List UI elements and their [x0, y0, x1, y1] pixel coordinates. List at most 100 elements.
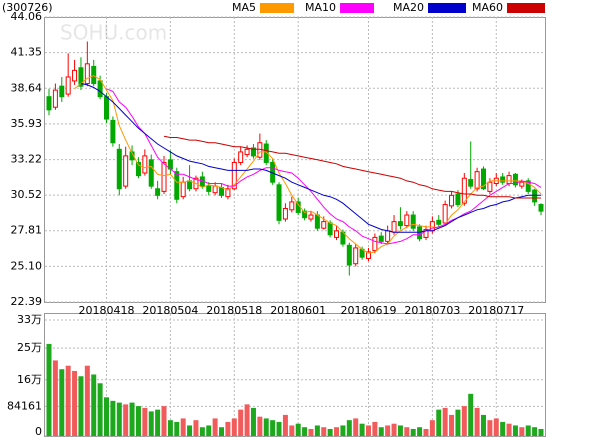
volume-bar — [429, 420, 435, 436]
volume-bar — [378, 427, 384, 436]
candle-body — [225, 188, 231, 198]
candle-body — [378, 235, 384, 242]
candle-body — [110, 119, 116, 144]
volume-bar — [334, 427, 340, 436]
volume-bar — [155, 409, 161, 436]
candle-body — [155, 188, 161, 196]
volume-bar — [174, 421, 180, 436]
volume-bar — [359, 423, 365, 436]
x-tick-label: 20180518 — [206, 304, 262, 317]
candle-body — [174, 171, 180, 200]
volume-bar — [142, 407, 148, 436]
volume-bar — [161, 406, 167, 436]
x-tick-label: 20180703 — [404, 304, 460, 317]
y-tick-label: 35.93 — [11, 117, 43, 130]
y-tick-label: 30.52 — [11, 188, 43, 201]
candle-body — [238, 151, 244, 163]
candle-body — [538, 204, 544, 212]
volume-bar — [519, 427, 525, 436]
volume-bar — [500, 421, 506, 436]
volume-bar — [78, 376, 84, 436]
volume-bar — [187, 425, 193, 436]
candle-body — [334, 230, 340, 238]
volume-bar — [59, 369, 65, 436]
volume-bar — [493, 418, 499, 436]
candle-body — [365, 251, 371, 259]
candle-body — [123, 155, 129, 187]
candle-body — [410, 214, 416, 229]
candle-body — [327, 222, 333, 236]
volume-bar — [257, 416, 263, 436]
volume-bar — [129, 402, 135, 436]
candle-body — [78, 67, 84, 87]
y-tick-label: 25.10 — [11, 259, 43, 272]
volume-bar — [91, 374, 97, 436]
x-tick-label: 20180619 — [340, 304, 396, 317]
volume-bar — [474, 407, 480, 436]
volume-bar — [321, 427, 327, 436]
x-tick-label: 20180418 — [79, 304, 135, 317]
x-tick-label: 20180504 — [142, 304, 198, 317]
candle-body — [212, 185, 218, 194]
watermark: SOHU.com — [60, 21, 167, 45]
volume-bar — [180, 418, 186, 436]
candle-body — [46, 96, 52, 111]
candle-body — [506, 175, 512, 185]
volume-bar — [282, 414, 288, 436]
volume-bar — [289, 425, 295, 436]
volume-bar — [506, 423, 512, 436]
candle-body — [250, 147, 256, 157]
x-tick-label: 20180717 — [468, 304, 524, 317]
volume-bar — [417, 427, 423, 436]
volume-bar — [385, 425, 391, 436]
candle-body — [244, 148, 250, 156]
volume-bar — [270, 420, 276, 436]
candle-body — [417, 226, 423, 240]
candle-body — [397, 221, 403, 227]
volume-bar — [397, 425, 403, 436]
candle-body — [532, 189, 538, 203]
volume-bar — [302, 427, 308, 436]
volume-bar — [148, 411, 154, 436]
volume-bar — [436, 409, 442, 436]
y-tick-label: 22.39 — [11, 295, 43, 308]
y-tick-label: 41.35 — [11, 46, 43, 59]
volume-bar — [487, 420, 493, 436]
volume-bar — [442, 407, 448, 436]
volume-bar — [123, 404, 129, 436]
volume-bar — [410, 428, 416, 436]
candle-body — [423, 229, 429, 238]
volume-bar — [314, 425, 320, 436]
candle-body — [391, 221, 397, 233]
ma-line — [74, 75, 542, 254]
volume-tick-label: 0 — [35, 425, 42, 438]
volume-bar — [84, 365, 90, 436]
volume-bar — [372, 421, 378, 436]
volume-bar — [340, 425, 346, 436]
candle-body — [314, 214, 320, 229]
candle-body — [353, 247, 359, 265]
candle-body — [116, 148, 122, 190]
candle-body — [206, 185, 212, 192]
volume-bar — [512, 425, 518, 436]
candle-body — [231, 161, 237, 190]
candle-body — [187, 180, 193, 190]
volume-bar — [72, 370, 78, 436]
volume-bar — [199, 427, 205, 436]
y-tick-label: 38.64 — [11, 81, 43, 94]
volume-bar — [65, 365, 71, 436]
volume-bar — [423, 428, 429, 436]
ma-line — [106, 88, 542, 245]
volume-bar — [212, 418, 218, 436]
candle-body — [148, 159, 154, 187]
volume-tick-label: 84161 — [7, 399, 42, 412]
candle-body — [455, 193, 461, 206]
volume-bar — [167, 420, 173, 436]
candle-body — [519, 181, 525, 187]
candle-body — [84, 63, 90, 85]
volume-bar — [263, 418, 269, 436]
candle-body — [180, 181, 186, 198]
legend-label: MA60 — [472, 1, 503, 14]
candle-body — [302, 210, 308, 219]
candle-body — [65, 76, 71, 95]
